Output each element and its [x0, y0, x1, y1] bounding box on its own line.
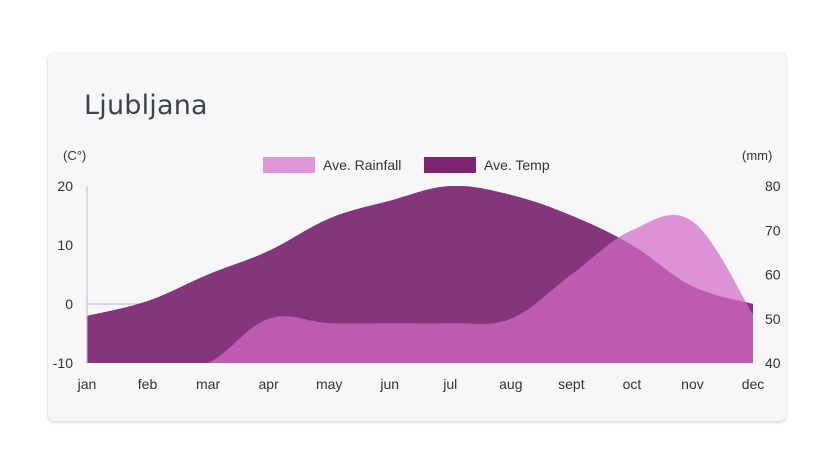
y-left-unit: (C°) — [63, 148, 86, 163]
y-right-tick-label: 60 — [765, 267, 781, 283]
y-right-tick-label: 40 — [765, 355, 781, 371]
x-tick-label: feb — [138, 376, 158, 392]
legend-swatch — [263, 157, 315, 173]
x-tick-label: jul — [442, 376, 457, 392]
legend-label: Ave. Rainfall — [323, 157, 401, 173]
x-tick-label: jun — [379, 376, 399, 392]
x-tick-label: nov — [681, 376, 704, 392]
x-tick-label: aug — [499, 376, 522, 392]
x-tick-label: sept — [558, 376, 585, 392]
x-tick-label: jan — [77, 376, 97, 392]
y-right-tick-label: 50 — [765, 311, 781, 327]
x-tick-label: oct — [623, 376, 642, 392]
legend-label: Ave. Temp — [484, 157, 550, 173]
x-tick-label: dec — [742, 376, 765, 392]
y-right-unit: (mm) — [742, 148, 772, 163]
legend: Ave. Rainfall Ave. Temp — [263, 157, 550, 173]
rainfall-area — [87, 214, 753, 363]
plot-areas — [87, 186, 753, 363]
y-right-tick-label: 80 — [765, 178, 781, 194]
axes: 20 10 0 -10 (C°) 80 70 60 50 40 (mm) jan feb mar apr ma… — [53, 148, 781, 392]
y-right-tick-label: 70 — [765, 222, 781, 238]
y-left-tick-label: 10 — [57, 237, 73, 253]
x-tick-label: may — [316, 376, 342, 392]
x-tick-label: apr — [259, 376, 280, 392]
legend-swatch — [424, 157, 476, 173]
x-tick-label: mar — [196, 376, 220, 392]
y-left-tick-label: -10 — [53, 355, 73, 371]
y-left-tick-label: 0 — [65, 296, 73, 312]
y-left-tick-label: 20 — [57, 178, 73, 194]
chart-title: Ljubljana — [84, 90, 208, 121]
